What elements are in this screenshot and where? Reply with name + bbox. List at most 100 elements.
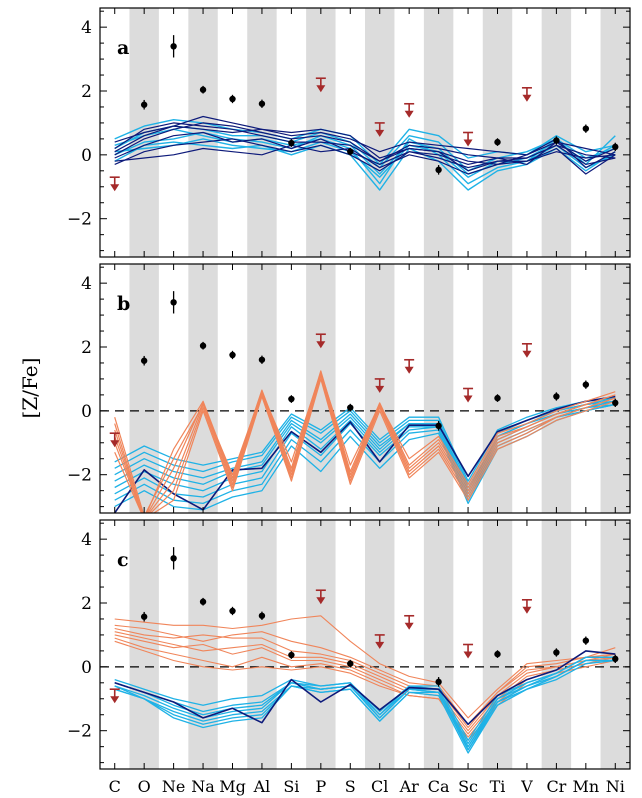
observed-abundance-point (229, 95, 236, 103)
observed-abundance-point (553, 137, 560, 144)
observed-abundance-point (199, 598, 207, 605)
observed-abundance-point (170, 555, 177, 562)
stripe (423, 264, 454, 513)
x-tick-label: Sc (458, 777, 478, 796)
y-tick-label: 0 (81, 146, 92, 166)
upper-limit-arrow (404, 102, 415, 118)
model-line-orange (114, 371, 616, 513)
stripe (541, 264, 572, 513)
upper-limit-arrow (404, 614, 415, 630)
y-tick-label: −2 (67, 722, 92, 742)
x-tick-label: Si (283, 777, 299, 796)
upper-limit-arrow (315, 77, 326, 93)
model-line-orange (114, 634, 616, 735)
panel-label: c (117, 549, 129, 571)
observed-abundance-point (347, 660, 354, 667)
x-tick-label: Ca (428, 777, 450, 796)
observed-abundance-point (288, 139, 295, 147)
panel-label: a (117, 37, 129, 59)
panel-c: −2 0 2 4 c (67, 519, 631, 770)
model-line-orange (114, 373, 616, 513)
observed-abundance-point (582, 125, 590, 132)
x-tick-label: V (520, 777, 533, 796)
y-tick-label: 2 (81, 338, 92, 358)
observed-abundance-point (140, 101, 148, 108)
observed-abundance-point (435, 166, 442, 174)
y-tick-label: 4 (81, 18, 92, 38)
x-tick-label: Mn (572, 777, 599, 796)
model-line-orange (114, 378, 616, 513)
x-tick-label: S (345, 777, 356, 796)
model-line-orange (114, 624, 616, 725)
panel-frame (99, 263, 631, 514)
observed-abundance-point (494, 394, 501, 402)
model-line-orange (114, 631, 616, 732)
model-line-orange (114, 615, 616, 719)
model-line-light_blue (114, 397, 616, 482)
observed-abundance-point (258, 100, 266, 107)
panel-a: −2 0 2 4 a (67, 7, 631, 258)
stripe (600, 264, 630, 513)
model-line-orange (114, 375, 616, 513)
model-line-light_blue (114, 659, 616, 754)
observed-abundance-point (199, 342, 207, 349)
observed-abundance-point (553, 393, 560, 400)
x-tick-label: Mg (219, 777, 246, 796)
observed-abundance-point (494, 138, 501, 146)
observed-abundance-point (288, 395, 295, 403)
x-tick-label: Ti (490, 777, 506, 796)
stripe (541, 8, 572, 257)
panel-frame (99, 519, 631, 770)
model-line-navy (114, 144, 616, 175)
model-line-orange (114, 627, 616, 729)
model-line-navy (114, 122, 616, 172)
upper-limit-arrow (521, 599, 532, 614)
upper-limit-arrow (315, 333, 326, 349)
model-line-navy (114, 650, 616, 726)
y-axis-label: [Z/Fe] (18, 358, 42, 419)
upper-limit-arrow (521, 87, 532, 102)
observed-abundance-point (582, 381, 590, 388)
observed-abundance-point (229, 351, 236, 359)
x-tick-label: O (138, 777, 151, 796)
x-tick-label: Cl (371, 777, 388, 796)
x-tick-label: Ar (399, 777, 420, 796)
upper-limit-arrow (109, 432, 120, 448)
x-tick-label: Al (253, 777, 271, 796)
y-tick-label: 0 (81, 658, 92, 678)
x-tick-label: Na (191, 777, 215, 796)
observed-abundance-point (140, 613, 148, 620)
upper-limit-arrow (463, 643, 474, 659)
stripe (306, 520, 336, 769)
stripe (482, 8, 513, 257)
y-tick-label: 2 (81, 82, 92, 102)
observed-abundance-point (140, 357, 148, 364)
x-tick-label: P (315, 777, 326, 796)
upper-limit-arrow (374, 378, 385, 393)
observed-abundance-point (199, 86, 207, 93)
observed-abundance-point (258, 612, 266, 619)
upper-limit-arrow (109, 688, 120, 704)
model-line-light_blue (114, 128, 616, 185)
observed-abundance-point (494, 650, 501, 658)
upper-limit-arrow (404, 358, 415, 374)
upper-limit-arrow (463, 387, 474, 403)
y-tick-label: 0 (81, 402, 92, 422)
panel-b: −2 0 2 4 b (67, 263, 631, 514)
stripe (306, 264, 336, 513)
stripe (482, 520, 513, 769)
y-tick-label: −2 (67, 466, 92, 486)
observed-abundance-point (582, 637, 590, 644)
panel-label: b (117, 293, 130, 315)
upper-limit-arrow (109, 176, 120, 192)
stripe (600, 8, 630, 257)
upper-limit-arrow (374, 634, 385, 649)
y-tick-label: 2 (81, 594, 92, 614)
model-line-light_blue (114, 141, 616, 191)
x-tick-label: C (109, 777, 121, 796)
upper-limit-arrow (374, 122, 385, 137)
observed-abundance-point (258, 356, 266, 363)
observed-abundance-point (612, 399, 619, 407)
model-line-light_blue (114, 656, 616, 745)
